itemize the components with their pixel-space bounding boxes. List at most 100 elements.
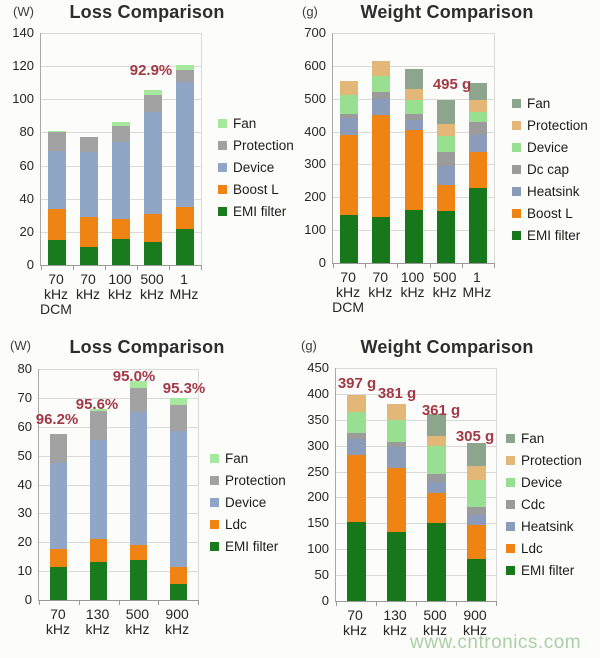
x-tick-label: 70 kHz — [342, 607, 368, 638]
bar-segment-boost-l — [144, 213, 162, 242]
x-axis-tick — [336, 601, 337, 606]
bar — [169, 397, 187, 600]
bar-segment-dc-cap — [340, 113, 359, 119]
bar-segment-device — [129, 412, 147, 546]
plot-area — [332, 33, 495, 268]
bar-segment-protection — [426, 435, 446, 447]
x-axis-tick — [376, 601, 377, 606]
y-tick-label: 0 — [26, 257, 34, 272]
bar — [372, 60, 391, 263]
legend-swatch-dc-cap — [512, 164, 521, 174]
bar-segment-heatsink — [404, 120, 423, 130]
y-tick-label: 600 — [304, 57, 326, 73]
legend-label: Fan — [233, 115, 257, 131]
bar-segment-protection — [372, 60, 391, 76]
legend-item: EMI filter — [210, 535, 286, 557]
y-axis-unit-label: (W) — [13, 4, 34, 19]
bar — [436, 100, 455, 263]
bar-segment-device — [404, 100, 423, 114]
y-tick-label: 10 — [17, 563, 32, 579]
bar-segment-device — [468, 111, 487, 122]
data-label: 495 g — [432, 76, 472, 93]
bar — [176, 64, 194, 265]
legend-swatch-heatsink — [512, 186, 521, 196]
legend-label: Protection — [521, 452, 582, 468]
gridline — [336, 368, 496, 369]
gridline — [41, 33, 201, 34]
bar-segment-ldc — [386, 468, 406, 532]
x-axis-tick — [333, 263, 334, 268]
bar-segment-emi-filter — [346, 521, 366, 601]
legend-label: Cdc — [521, 496, 546, 512]
bar-segment-boost-l — [80, 216, 98, 247]
x-axis-tick — [41, 265, 42, 270]
legend-swatch-ldc — [506, 543, 515, 553]
legend-item: Protection — [506, 449, 582, 471]
bar-segment-fan — [404, 68, 423, 89]
bar-segment-emi-filter — [176, 228, 194, 265]
legend-label: Heatsink — [521, 518, 574, 534]
legend-item: Device — [210, 491, 286, 513]
legend-swatch-emi-filter — [512, 230, 521, 240]
legend-label: Fan — [521, 430, 545, 446]
bar-segment-ldc — [346, 455, 366, 522]
bar-segment-emi-filter — [468, 188, 487, 263]
y-tick-label: 140 — [12, 25, 34, 40]
y-tick-label: 100 — [307, 541, 329, 557]
bar-segment-fan — [144, 90, 162, 96]
y-tick-label: 120 — [12, 58, 34, 74]
y-tick-label: 100 — [12, 91, 34, 107]
x-axis-tick — [365, 263, 367, 268]
bar — [80, 136, 98, 265]
bar-segment-fan — [436, 100, 455, 125]
legend-swatch-ldc — [210, 519, 219, 529]
legend-swatch-device — [506, 477, 515, 487]
bar — [48, 130, 66, 265]
bar-segment-heatsink — [386, 446, 406, 469]
data-label: 381 g — [377, 385, 417, 402]
bar-segment-boost-l — [48, 209, 66, 241]
bar-segment-boost-l — [340, 134, 359, 216]
legend-item: EMI filter — [218, 200, 294, 222]
bar-segment-fan — [466, 443, 486, 467]
bar-segment-protection — [144, 95, 162, 112]
bar-segment-device — [436, 135, 455, 153]
legend-label: Protection — [527, 117, 588, 133]
bar-segment-heatsink — [468, 134, 487, 152]
bar-segment-emi-filter — [48, 240, 66, 265]
y-axis-unit-label: (g) — [301, 338, 317, 353]
legend-swatch-boost-l — [218, 184, 227, 194]
legend-item: Protection — [512, 114, 588, 136]
bar-segment-device — [340, 95, 359, 114]
y-tick-label: 500 — [304, 90, 326, 106]
gridline — [39, 513, 198, 515]
legend-label: Device — [225, 494, 267, 510]
x-tick-label: 100 kHz — [400, 269, 425, 300]
legend-swatch-cdc — [506, 499, 515, 509]
bar-segment-emi-filter — [90, 562, 108, 600]
y-tick-label: 300 — [304, 156, 326, 172]
bar-segment-ldc — [50, 549, 68, 567]
legend-label: Protection — [233, 137, 294, 153]
y-tick-label: 450 — [307, 360, 329, 375]
gridline — [333, 33, 494, 34]
gridline — [39, 571, 198, 573]
bar-segment-protection — [90, 410, 108, 440]
x-axis-tick — [118, 600, 120, 605]
bar-segment-protection — [169, 405, 187, 432]
x-axis-tick — [429, 263, 431, 268]
legend-item: Protection — [210, 469, 286, 491]
chart-title: Loss Comparison — [69, 337, 225, 357]
legend-swatch-fan — [210, 453, 219, 463]
bar — [404, 68, 423, 263]
legend-swatch-boost-l — [512, 208, 521, 218]
legend-item: Fan — [210, 447, 286, 469]
bar-segment-device — [48, 151, 66, 210]
legend-swatch-protection — [506, 455, 515, 465]
x-axis-tick — [494, 263, 495, 268]
bar — [386, 403, 406, 601]
bar-segment-emi-filter — [404, 209, 423, 263]
chart-loss-top: (W) Loss Comparison Fan Protection Device B… — [0, 0, 300, 330]
y-axis-unit-label: (g) — [302, 4, 318, 19]
bar-segment-device — [90, 439, 108, 540]
